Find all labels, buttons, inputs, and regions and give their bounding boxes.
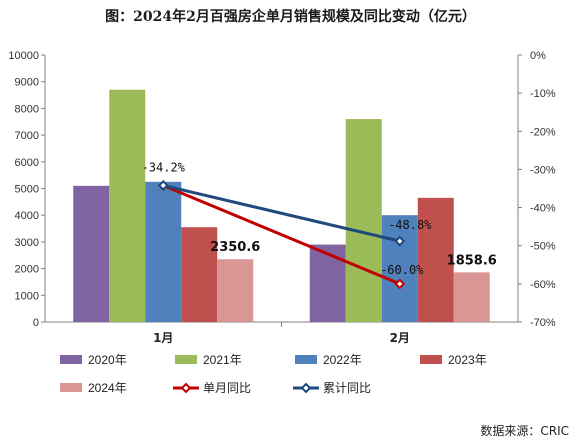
legend-label: 2022年 [323,353,362,367]
bar-data-label: 2350.6 [210,240,260,255]
left-tick-label: 0 [33,317,39,329]
legend-swatch [295,355,317,364]
left-tick-label: 7000 [15,130,39,142]
bar [109,89,146,323]
right-tick-label: -50% [530,241,556,253]
data-labels: 2350.6 1858.6 -34.2% -60.0% -48.8% [142,160,497,276]
line-data-label: -48.8% [388,218,432,232]
bar [417,197,454,322]
source-note: 数据来源：CRIC [480,424,569,438]
legend-label: 2024年 [88,381,127,395]
chart-title: 图：2024年2月百强房企单月销售规模及同比变动（亿元） [105,9,476,25]
right-tick-label: 0% [530,50,546,62]
chart-axes: 0 1000 2000 3000 4000 5000 6000 7000 8000 9000 100… [8,50,555,345]
legend-swatch [175,355,197,364]
left-tick-label: 6000 [15,157,39,169]
legend-label: 2023年 [448,353,487,367]
right-tick-label: -60% [530,279,556,291]
series-point [394,235,406,247]
series-point [157,180,169,191]
left-tick-label: 2000 [15,264,39,276]
legend-marker [180,382,192,394]
left-tick-label: 10000 [8,50,39,62]
left-tick-label: 1000 [15,290,39,302]
bar [217,259,254,322]
bar-series [73,89,490,323]
legend-label: 2020年 [88,353,127,367]
legend-marker [300,382,312,394]
series-point [394,278,406,290]
line-series [157,180,406,290]
right-tick-label: -70% [530,317,556,329]
left-tick-label: 8000 [15,103,39,115]
x-tick-label: 1月 [153,331,173,345]
bar-data-label: 1858.6 [447,253,497,268]
bar [381,215,418,322]
legend-label: 单月同比 [203,381,251,395]
left-tick-label: 4000 [15,210,39,222]
bar [145,181,182,322]
legend-swatch [60,383,82,392]
legend-label: 2021年 [203,353,242,367]
left-tick-label: 9000 [15,77,39,89]
legend-label: 累计同比 [323,381,371,395]
series-line [162,184,401,286]
left-tick-label: 5000 [15,184,39,196]
right-tick-label: -10% [530,88,556,100]
x-tick-label: 2月 [390,331,410,345]
line-data-label: -34.2% [142,160,186,174]
right-tick-label: -20% [530,126,556,138]
bar [73,185,110,322]
legend: 2020年 2021年 2022年 2023年 2024年 单月同比 累计同比 [60,353,487,395]
legend-swatch [60,355,82,364]
line-data-label: -60.0% [380,263,424,277]
bar [345,119,382,322]
bar [453,272,490,322]
bar [309,244,346,322]
legend-swatch [420,355,442,364]
right-tick-label: -30% [530,164,556,176]
series-line [162,183,401,243]
right-tick-label: -40% [530,203,556,215]
bar [181,227,218,322]
left-tick-label: 3000 [15,237,39,249]
